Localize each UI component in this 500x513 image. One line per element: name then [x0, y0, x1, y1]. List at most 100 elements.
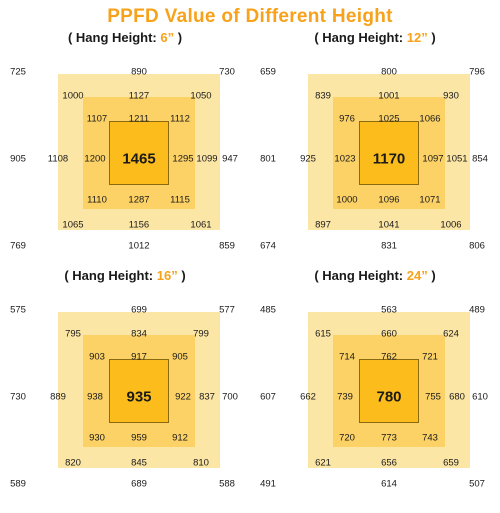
ppfd-value: 1127: [129, 91, 149, 101]
ppfd-value: 796: [469, 67, 485, 77]
ppfd-value: 700: [222, 392, 238, 402]
ppfd-value: 800: [381, 67, 397, 77]
ppfd-value: 1000: [62, 91, 83, 101]
ppfd-value: 859: [219, 241, 235, 251]
ppfd-value: 1023: [334, 154, 355, 164]
ppfd-value: 1012: [128, 241, 149, 251]
ppfd-value: 820: [65, 458, 81, 468]
ppfd-value: 1200: [84, 154, 105, 164]
ppfd-value: 1000: [336, 195, 357, 205]
ppfd-value: 1099: [196, 154, 217, 164]
ppfd-value: 730: [10, 392, 26, 402]
ppfd-value: 947: [222, 154, 238, 164]
ppfd-value: 624: [443, 329, 459, 339]
ppfd-panel-16in: ( Hang Height: 16” ) 5756995777958347999…: [0, 268, 250, 513]
ppfd-value: 1061: [190, 220, 211, 230]
ppfd-value: 938: [87, 392, 103, 402]
ppfd-value: 721: [422, 352, 438, 362]
ppfd-value: 922: [175, 392, 191, 402]
ppfd-value: 659: [260, 67, 276, 77]
ppfd-value: 656: [381, 458, 397, 468]
ppfd-value: 725: [10, 67, 26, 77]
ppfd-value: 485: [260, 305, 276, 315]
ppfd-value: 930: [89, 433, 105, 443]
ppfd-value: 563: [381, 305, 397, 315]
ppfd-value: 575: [10, 305, 26, 315]
ppfd-value: 1108: [48, 154, 68, 164]
hang-height-label: ( Hang Height: 12” ): [250, 30, 500, 45]
ppfd-value: 743: [422, 433, 438, 443]
ppfd-value: 662: [300, 392, 316, 402]
ppfd-value: 889: [50, 392, 66, 402]
ppfd-value: 930: [443, 91, 459, 101]
ppfd-value: 730: [219, 67, 235, 77]
ppfd-value: 905: [172, 352, 188, 362]
chart-title: PPFD Value of Different Height: [0, 6, 500, 28]
ppfd-value: 1156: [129, 220, 149, 230]
ppfd-value: 659: [443, 458, 459, 468]
ppfd-value: 1065: [62, 220, 83, 230]
ppfd-value: 854: [472, 154, 488, 164]
ppfd-value: 801: [260, 154, 276, 164]
ppfd-value: 621: [315, 458, 331, 468]
ppfd-value: 917: [131, 352, 147, 362]
ppfd-value: 903: [89, 352, 105, 362]
ppfd-value: 1097: [422, 154, 443, 164]
center-ppfd-value: 780: [376, 390, 401, 405]
ppfd-value: 831: [381, 241, 397, 251]
center-ppfd-value: 1170: [373, 152, 406, 167]
ppfd-value: 660: [381, 329, 397, 339]
ppfd-value: 806: [469, 241, 485, 251]
ppfd-panel-6in: ( Hang Height: 6” ) 725 890 730 1000 1127 105…: [0, 30, 250, 275]
ppfd-value: 588: [219, 479, 235, 489]
ppfd-value: 739: [337, 392, 353, 402]
ppfd-value: 773: [381, 433, 397, 443]
ppfd-value: 890: [131, 67, 147, 77]
ppfd-value: 1001: [378, 91, 399, 101]
ppfd-value: 714: [339, 352, 355, 362]
ppfd-value: 845: [131, 458, 147, 468]
ppfd-value: 1025: [378, 114, 399, 124]
ppfd-value: 1295: [172, 154, 193, 164]
ppfd-value: 1110: [87, 195, 107, 205]
ppfd-value: 607: [260, 392, 276, 402]
ppfd-value: 1071: [419, 195, 440, 205]
ppfd-value: 614: [381, 479, 397, 489]
ppfd-value: 834: [131, 329, 147, 339]
ppfd-value: 925: [300, 154, 316, 164]
ppfd-value: 769: [10, 241, 26, 251]
ppfd-value: 699: [131, 305, 147, 315]
ppfd-value: 1066: [419, 114, 440, 124]
ppfd-value: 755: [425, 392, 441, 402]
ppfd-value: 799: [193, 329, 209, 339]
ppfd-value: 837: [199, 392, 215, 402]
ppfd-value: 762: [381, 352, 397, 362]
ppfd-value: 1006: [440, 220, 461, 230]
ppfd-value: 1050: [190, 91, 211, 101]
ppfd-value: 1041: [378, 220, 399, 230]
ppfd-value: 905: [10, 154, 26, 164]
ppfd-value: 1096: [378, 195, 399, 205]
ppfd-value: 674: [260, 241, 276, 251]
ppfd-value: 897: [315, 220, 331, 230]
ppfd-value: 610: [472, 392, 488, 402]
ppfd-value: 1115: [170, 195, 190, 205]
center-ppfd-value: 935: [126, 390, 151, 405]
ppfd-value: 810: [193, 458, 209, 468]
hang-height-label: ( Hang Height: 16” ): [0, 268, 250, 283]
ppfd-value: 912: [172, 433, 188, 443]
hang-height-label: ( Hang Height: 6” ): [0, 30, 250, 45]
ppfd-value: 976: [339, 114, 355, 124]
hang-height-label: ( Hang Height: 24” ): [250, 268, 500, 283]
ppfd-panel-24in: ( Hang Height: 24” ) 4855634896156606247…: [250, 268, 500, 513]
ppfd-value: 491: [260, 479, 276, 489]
ppfd-value: 615: [315, 329, 331, 339]
ppfd-value: 1211: [129, 114, 149, 124]
ppfd-value: 795: [65, 329, 81, 339]
ppfd-value: 589: [10, 479, 26, 489]
ppfd-value: 839: [315, 91, 331, 101]
ppfd-value: 680: [449, 392, 465, 402]
ppfd-value: 507: [469, 479, 485, 489]
ppfd-value: 1051: [446, 154, 467, 164]
ppfd-value: 1287: [128, 195, 149, 205]
